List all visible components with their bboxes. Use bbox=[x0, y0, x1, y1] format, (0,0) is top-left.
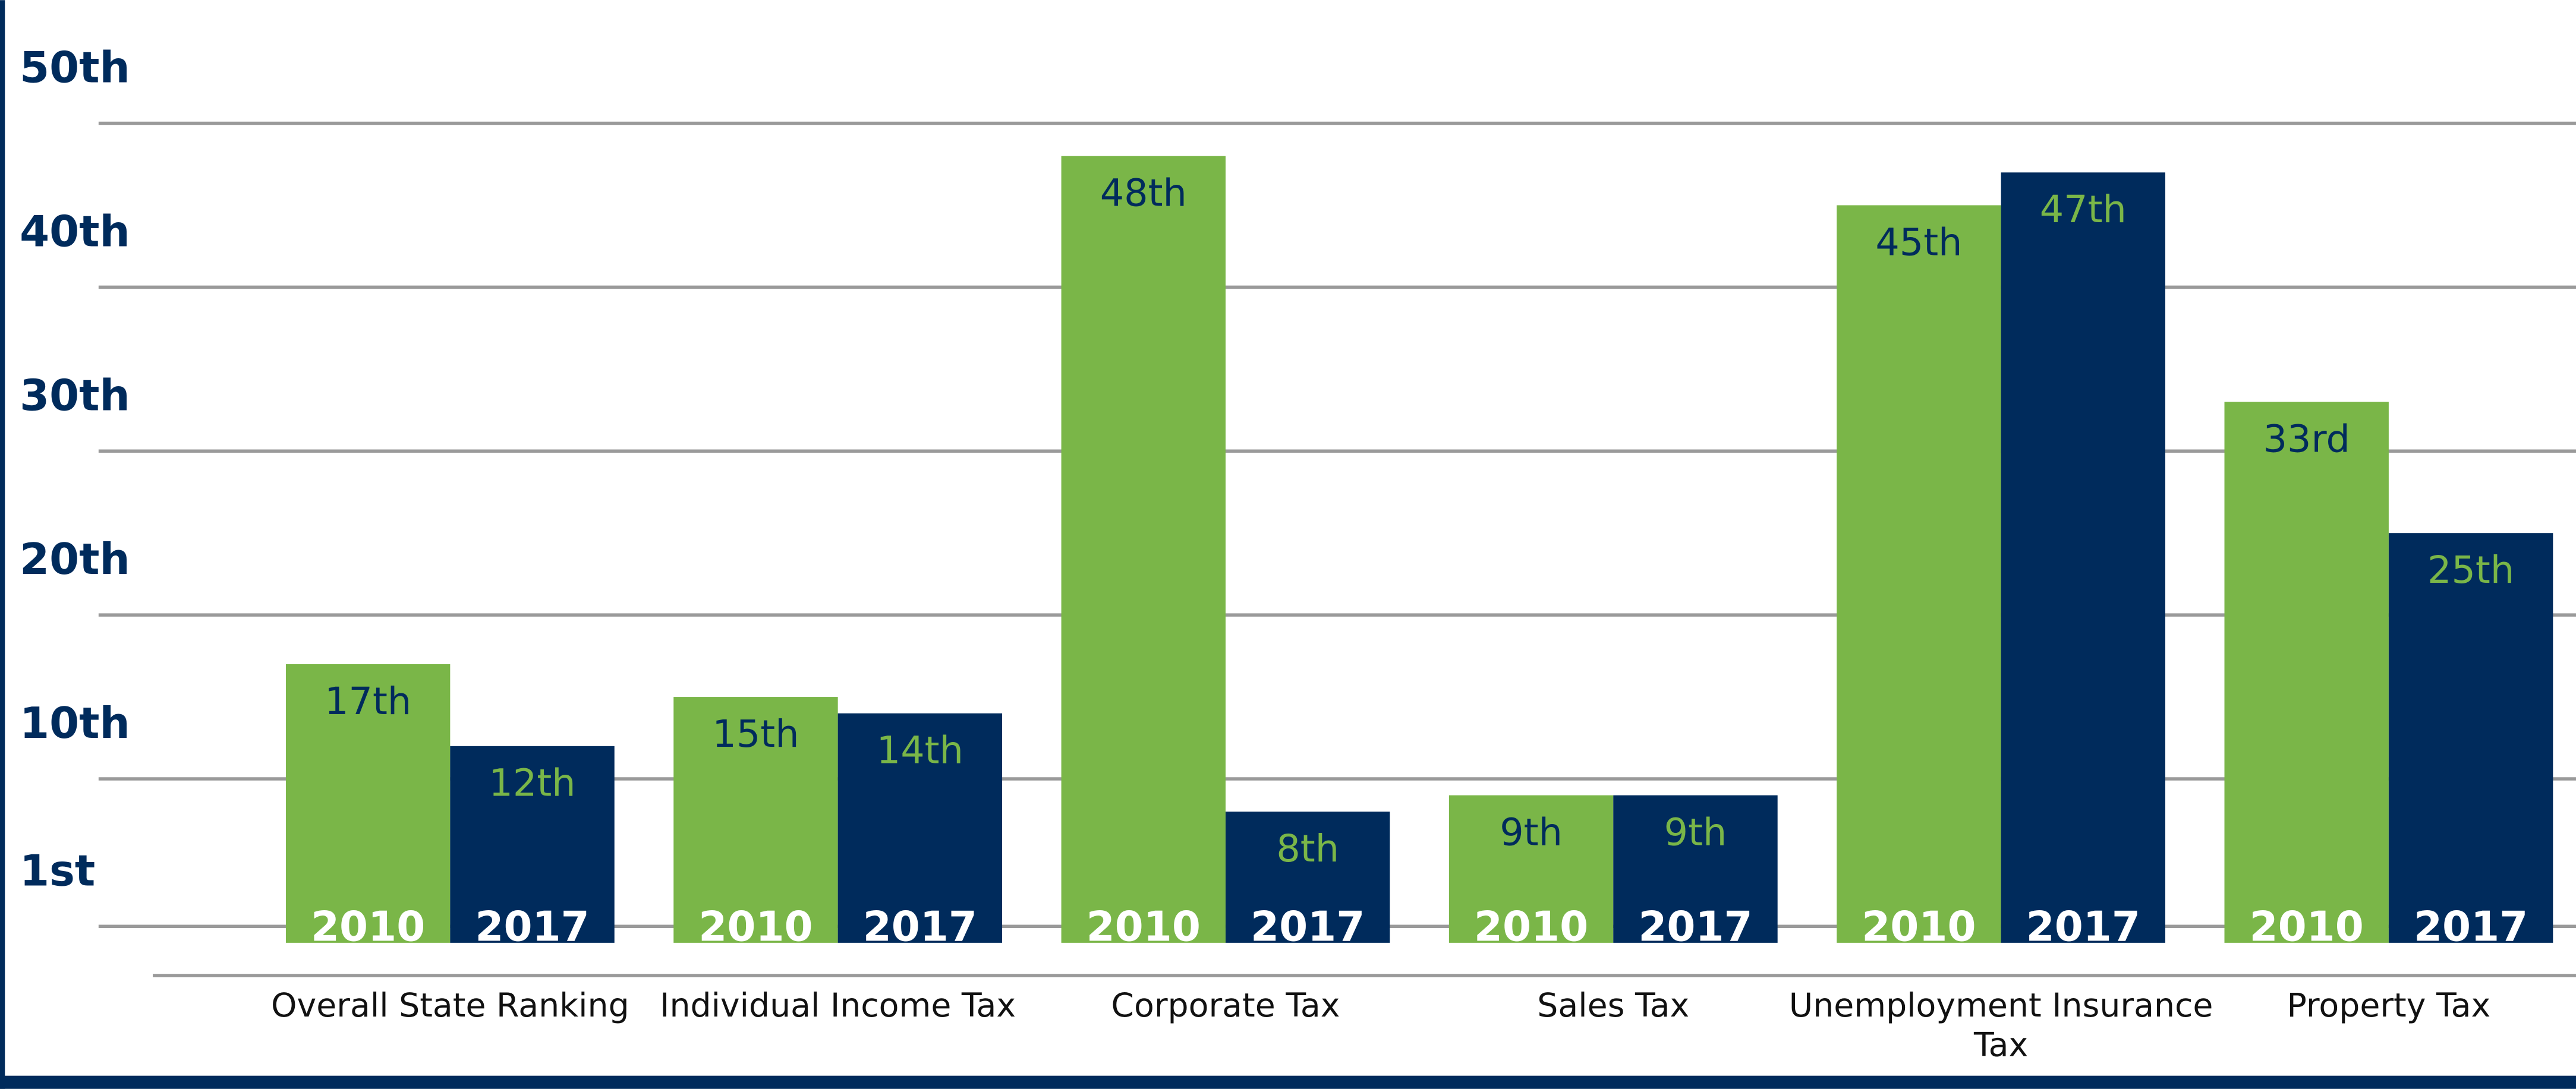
bottom-band bbox=[0, 1075, 2576, 1089]
data-label: 25th bbox=[2427, 548, 2514, 592]
y-tick-label: 40th bbox=[20, 206, 130, 256]
bar bbox=[2388, 533, 2553, 943]
data-label: 48th bbox=[1100, 171, 1187, 215]
bar bbox=[285, 664, 451, 943]
x-tick-label-box: Individual Income Tax bbox=[660, 985, 1016, 1025]
x-tick-label-box: Corporate Tax bbox=[1111, 985, 1340, 1025]
series-label: 2010 bbox=[1087, 904, 1201, 951]
series-label: 2017 bbox=[2026, 904, 2140, 951]
bar bbox=[1613, 795, 1778, 943]
x-tick-label-box: Property Tax bbox=[2287, 985, 2491, 1025]
data-label: 15th bbox=[712, 712, 799, 756]
x-tick-label: Corporate Tax bbox=[1111, 985, 1340, 1025]
bar bbox=[2224, 402, 2389, 943]
bar bbox=[1837, 205, 2001, 943]
x-tick-label-box: Unemployment Insurance Tax bbox=[1788, 985, 2213, 1065]
series-label: 2017 bbox=[1638, 904, 1752, 951]
y-tick-label: 10th bbox=[20, 698, 130, 748]
series-label: 2010 bbox=[698, 904, 813, 951]
data-label: 45th bbox=[1875, 220, 1962, 264]
x-tick-label: Unemployment Insurance Tax bbox=[1788, 985, 2213, 1065]
data-label: 9th bbox=[1500, 810, 1563, 854]
x-tick-label: Sales Tax bbox=[1537, 985, 1690, 1025]
bar bbox=[1061, 156, 1226, 943]
series-label: 2017 bbox=[475, 904, 589, 951]
series-label: 2010 bbox=[1474, 904, 1588, 951]
y-tick-label: 20th bbox=[20, 534, 130, 584]
x-tick-label-box: Overall State Ranking bbox=[271, 985, 629, 1025]
data-label: 47th bbox=[2040, 187, 2127, 231]
y-tick-label: 1st bbox=[20, 845, 95, 895]
left-border bbox=[0, 0, 5, 1089]
x-tick-label-box: Sales Tax bbox=[1537, 985, 1690, 1025]
bar bbox=[1225, 812, 1390, 943]
x-tick-label: Overall State Ranking bbox=[271, 985, 629, 1025]
bar bbox=[1448, 795, 1614, 943]
data-label: 14th bbox=[877, 728, 963, 772]
data-label: 9th bbox=[1664, 810, 1727, 854]
series-label: 2017 bbox=[2414, 904, 2528, 951]
y-tick-label: 30th bbox=[20, 370, 130, 420]
data-label: 33rd bbox=[2263, 416, 2350, 460]
data-label: 17th bbox=[325, 679, 411, 723]
series-label: 2010 bbox=[311, 904, 425, 951]
bar bbox=[673, 697, 838, 943]
data-label: 8th bbox=[1276, 826, 1339, 870]
y-tick-label: 50th bbox=[20, 43, 130, 93]
data-label: 12th bbox=[489, 761, 575, 805]
x-tick-label: Individual Income Tax bbox=[660, 985, 1016, 1025]
x-tick-label: Property Tax bbox=[2287, 985, 2491, 1025]
series-label: 2017 bbox=[863, 904, 977, 951]
series-label: 2010 bbox=[1862, 904, 1976, 951]
bar bbox=[2001, 172, 2165, 943]
series-label: 2010 bbox=[2250, 904, 2364, 951]
bar bbox=[837, 713, 1003, 943]
series-label: 2017 bbox=[1251, 904, 1365, 951]
bar bbox=[450, 746, 615, 943]
